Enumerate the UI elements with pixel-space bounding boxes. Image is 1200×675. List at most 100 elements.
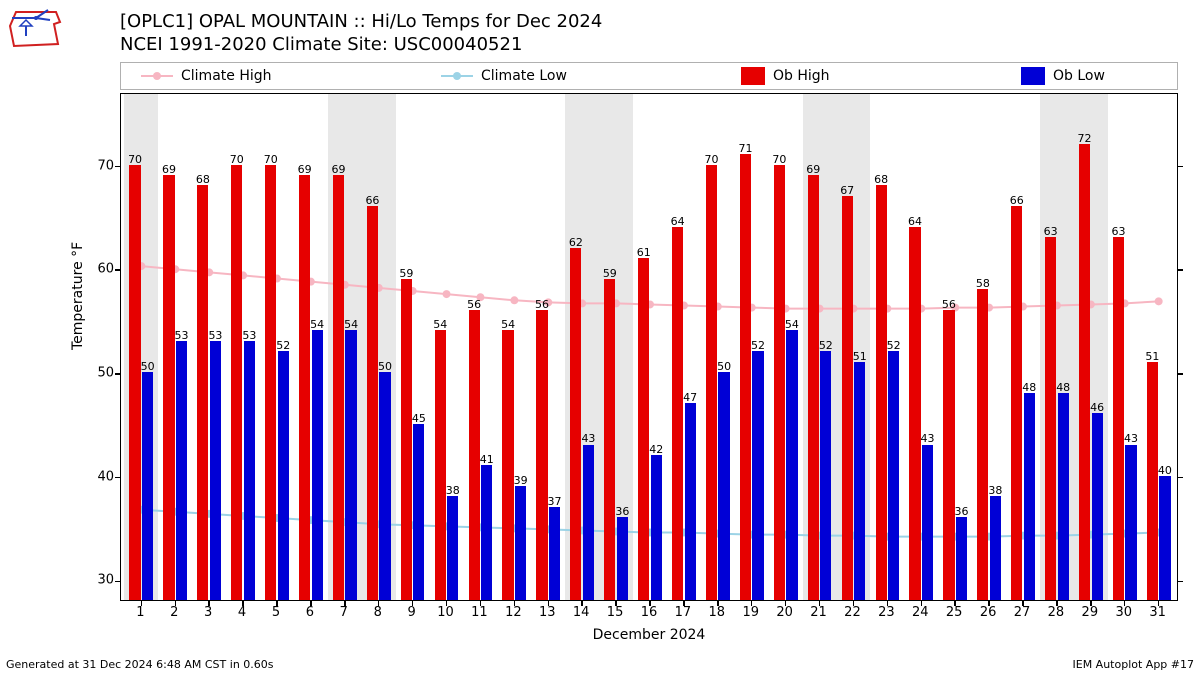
x-tick-label: 14 [573, 605, 590, 620]
chart-plot-area: 7050695368537053705269546954665059455438… [120, 93, 1178, 601]
y-tick-label: 40 [97, 469, 114, 484]
ob-low-bar [176, 341, 187, 600]
ob-low-label: 46 [1090, 401, 1104, 414]
ob-high-label: 68 [874, 173, 888, 186]
ob-low-bar [1125, 445, 1136, 601]
ob-low-bar [549, 507, 560, 600]
ob-low-bar [447, 496, 458, 600]
ob-low-bar [651, 455, 662, 600]
ob-high-bar [943, 310, 954, 600]
ob-high-bar [1011, 206, 1022, 600]
x-tick-label: 8 [374, 605, 382, 620]
x-tick-label: 1 [136, 605, 144, 620]
legend: Climate High Climate Low Ob High Ob Low [120, 62, 1178, 90]
ob-high-bar [604, 279, 615, 600]
x-tick-label: 3 [204, 605, 212, 620]
ob-low-bar [685, 403, 696, 600]
y-tick-label: 70 [97, 158, 114, 173]
x-axis-label: December 2024 [120, 627, 1178, 643]
ob-low-label: 47 [683, 391, 697, 404]
ob-high-label: 54 [501, 318, 515, 331]
ob-high-label: 68 [196, 173, 210, 186]
x-tick-label: 12 [505, 605, 522, 620]
ob-high-label: 56 [467, 298, 481, 311]
ob-low-label: 41 [480, 453, 494, 466]
ob-low-bar [956, 517, 967, 600]
x-tick-label: 27 [1014, 605, 1031, 620]
ob-high-label: 69 [162, 163, 176, 176]
ob-low-bar [1159, 476, 1170, 600]
ob-low-bar [583, 445, 594, 601]
ob-low-label: 43 [1124, 432, 1138, 445]
ob-low-label: 54 [344, 318, 358, 331]
x-tick-label: 22 [844, 605, 861, 620]
x-tick-label: 28 [1048, 605, 1065, 620]
ob-low-label: 53 [242, 329, 256, 342]
ob-low-bar [752, 351, 763, 600]
ob-high-bar [299, 175, 310, 600]
ob-high-bar [570, 248, 581, 600]
x-tick-label: 11 [471, 605, 488, 620]
x-tick-label: 5 [272, 605, 280, 620]
ob-high-label: 67 [840, 184, 854, 197]
ob-high-label: 72 [1078, 132, 1092, 145]
ob-high-bar [367, 206, 378, 600]
ob-high-label: 51 [1145, 350, 1159, 363]
ob-low-bar [379, 372, 390, 600]
ob-low-bar [786, 330, 797, 600]
ob-high-bar [842, 196, 853, 600]
ob-low-bar [210, 341, 221, 600]
x-tick-label: 4 [238, 605, 246, 620]
ob-low-bar [1092, 413, 1103, 600]
ob-high-bar [333, 175, 344, 600]
ob-low-label: 45 [412, 412, 426, 425]
y-tick [1177, 269, 1183, 271]
ob-high-bar [163, 175, 174, 600]
legend-climate-low: Climate Low [421, 68, 721, 84]
ob-high-label: 61 [637, 246, 651, 259]
footer-app: IEM Autoplot App #17 [1073, 658, 1195, 671]
ob-high-label: 64 [908, 215, 922, 228]
ob-low-label: 42 [649, 443, 663, 456]
legend-ob-high: Ob High [721, 67, 1001, 85]
ob-high-label: 62 [569, 236, 583, 249]
legend-label: Climate Low [481, 68, 567, 84]
ob-low-label: 52 [819, 339, 833, 352]
x-tick-label: 26 [980, 605, 997, 620]
ob-low-label: 37 [548, 495, 562, 508]
chart-title: [OPLC1] OPAL MOUNTAIN :: Hi/Lo Temps for… [120, 10, 602, 57]
ob-high-bar [435, 330, 446, 600]
x-tick-label: 20 [776, 605, 793, 620]
ob-low-label: 39 [514, 474, 528, 487]
climate-high-line [141, 266, 1158, 309]
x-tick-label: 23 [878, 605, 895, 620]
ob-low-label: 50 [378, 360, 392, 373]
y-tick-label: 60 [97, 262, 114, 277]
ob-high-label: 70 [128, 153, 142, 166]
ob-low-bar [278, 351, 289, 600]
ob-high-label: 56 [535, 298, 549, 311]
ob-high-bar [909, 227, 920, 600]
ob-high-label: 69 [806, 163, 820, 176]
x-tick-label: 24 [912, 605, 929, 620]
ob-low-bar [1058, 393, 1069, 600]
ob-low-bar [888, 351, 899, 600]
x-tick-label: 17 [675, 605, 692, 620]
ob-low-label: 48 [1056, 381, 1070, 394]
legend-label: Ob Low [1053, 68, 1105, 84]
x-tick-label: 29 [1082, 605, 1099, 620]
footer-generated: Generated at 31 Dec 2024 6:48 AM CST in … [6, 658, 274, 671]
y-tick [1177, 373, 1183, 375]
ob-high-label: 66 [365, 194, 379, 207]
ob-low-bar [854, 362, 865, 600]
x-tick-label: 6 [306, 605, 314, 620]
y-tick [115, 373, 121, 375]
y-axis-label: Temperature °F [70, 242, 86, 350]
x-tick-label: 7 [340, 605, 348, 620]
ob-low-label: 36 [954, 505, 968, 518]
ob-high-label: 69 [298, 163, 312, 176]
title-line-2: NCEI 1991-2020 Climate Site: USC00040521 [120, 33, 602, 56]
ob-high-bar [638, 258, 649, 600]
y-tick [1177, 166, 1183, 168]
ob-high-bar [876, 185, 887, 600]
